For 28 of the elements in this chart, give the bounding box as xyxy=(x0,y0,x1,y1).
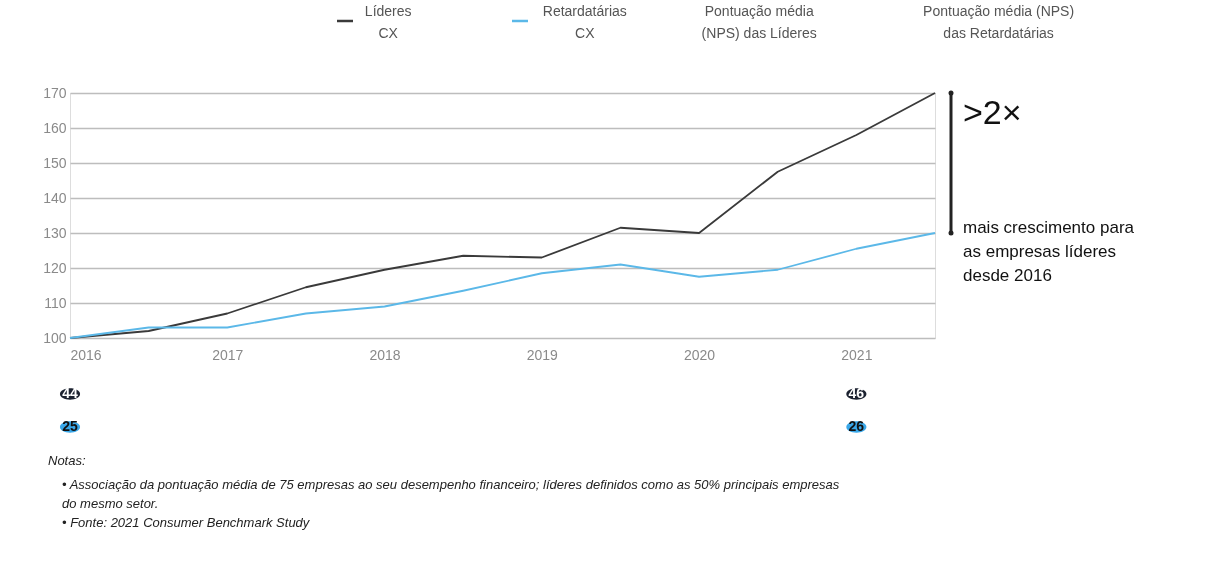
annotation: mais crescimento para as empresas líderes desde 2016 xyxy=(963,218,1135,285)
text: 26 xyxy=(848,418,865,434)
y-tick-label: 120 xyxy=(43,259,67,276)
text: 25 xyxy=(62,418,78,434)
text: • Fonte: 2021 Consumer Benchmark Study xyxy=(62,515,311,530)
text: Pontuação média (NPS) das Retardatárias xyxy=(923,3,1075,41)
y-tick-label: 150 xyxy=(43,154,67,171)
text: 46 xyxy=(848,385,865,401)
y-tick-label: 100 xyxy=(43,329,67,346)
legend-label: Retardatárias CX xyxy=(542,3,627,41)
x-tick-label: 2016 xyxy=(70,346,102,363)
legend-label: Líderes CX xyxy=(364,3,412,41)
annotation: >2× xyxy=(963,93,1022,131)
x-tick-label: 2017 xyxy=(212,346,244,363)
text: 44 xyxy=(62,385,78,401)
y-tick-label: 130 xyxy=(43,224,67,241)
y-tick-label: 140 xyxy=(43,189,67,206)
y-tick-label: 160 xyxy=(43,119,67,136)
x-tick-label: 2018 xyxy=(369,346,401,363)
y-tick-label: 110 xyxy=(44,294,67,311)
text: Pontuação média (NPS) das Líderes xyxy=(701,3,817,41)
x-tick-label: 2021 xyxy=(841,346,873,363)
line-series xyxy=(69,232,936,339)
text: • Associação da pontuação média de 75 empresas ao seu desempenho financeiro; líderes definidos como as 50% principais empresas do mesmo setor. xyxy=(62,477,840,511)
text: Notas: xyxy=(48,453,86,468)
x-tick-label: 2020 xyxy=(684,346,716,363)
y-tick-label: 170 xyxy=(43,84,67,101)
x-tick-label: 2019 xyxy=(526,346,559,363)
